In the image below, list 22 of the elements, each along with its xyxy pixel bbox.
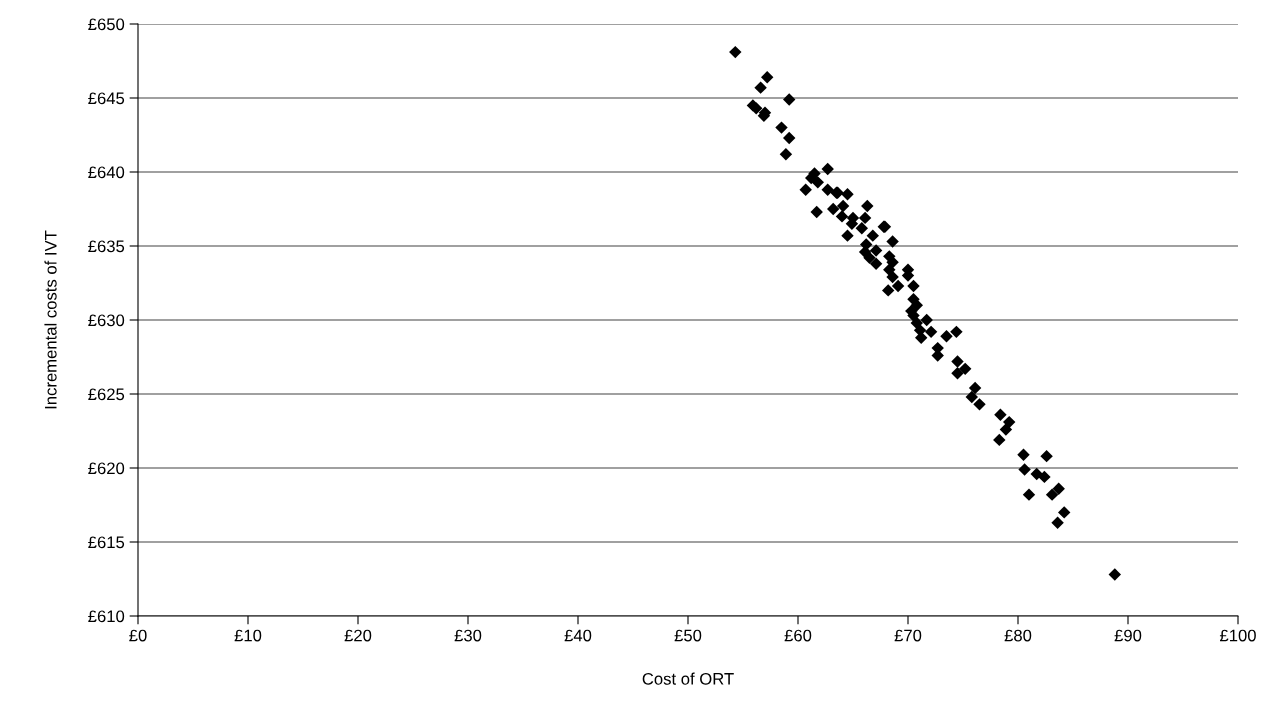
y-tick-label: £640 — [88, 166, 125, 179]
x-tick-label: £90 — [1114, 629, 1142, 642]
x-axis-title: Cost of ORT — [642, 672, 734, 685]
y-tick-label: £650 — [88, 18, 125, 31]
x-tick-label: £70 — [894, 629, 922, 642]
y-tick-label: £635 — [88, 240, 125, 253]
x-tick-label: £40 — [564, 629, 592, 642]
x-tick-label: £100 — [1219, 629, 1256, 642]
x-tick-label: £0 — [129, 629, 147, 642]
y-tick-label: £620 — [88, 462, 125, 475]
x-tick-label: £20 — [344, 629, 372, 642]
x-tick-label: £10 — [234, 629, 262, 642]
y-tick-label: £630 — [88, 314, 125, 327]
y-tick-label: £645 — [88, 92, 125, 105]
x-tick-label: £60 — [784, 629, 812, 642]
y-tick-label: £625 — [88, 388, 125, 401]
x-tick-label: £30 — [454, 629, 482, 642]
y-tick-label: £615 — [88, 536, 125, 549]
x-tick-label: £80 — [1004, 629, 1032, 642]
x-tick-label: £50 — [674, 629, 702, 642]
y-tick-label: £610 — [88, 610, 125, 623]
y-axis-title: Incremental costs of IVT — [44, 230, 57, 409]
